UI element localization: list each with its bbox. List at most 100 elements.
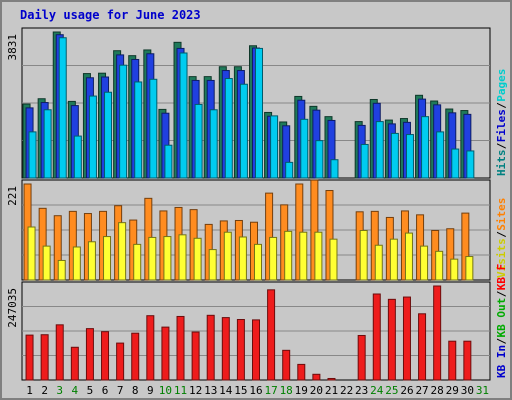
x-tick-label-day-6: 6 xyxy=(102,384,109,397)
x-tick-label-day-16: 16 xyxy=(249,384,262,397)
x-tick-label-day-13: 13 xyxy=(204,384,217,397)
bar-sites-day-15 xyxy=(238,236,247,281)
bar-sites-day-30 xyxy=(465,256,474,281)
bar-sites-day-16 xyxy=(254,243,262,281)
bar-pages-day-20 xyxy=(315,140,324,179)
bar-kb_f-day-1 xyxy=(25,334,34,381)
panel-1-ymax-label: 3831 xyxy=(6,34,19,61)
bar-kb_f-day-30 xyxy=(463,340,472,381)
panel-1-legend-separator: / xyxy=(495,102,508,109)
bar-kb_f-day-12 xyxy=(191,331,200,381)
x-tick-label-day-9: 9 xyxy=(147,384,154,397)
bar-sites-day-6 xyxy=(103,236,112,281)
bar-sites-day-26 xyxy=(404,232,413,281)
bar-kb_f-day-7 xyxy=(116,342,125,381)
x-tick-label-day-17: 17 xyxy=(264,384,277,397)
bar-pages-day-25 xyxy=(390,132,399,179)
panel-3-ymax-label: 247035 xyxy=(6,288,19,328)
bar-pages-day-14 xyxy=(224,78,233,179)
bar-kb_f-day-29 xyxy=(448,340,457,381)
bar-pages-day-24 xyxy=(375,121,384,179)
panel-1-legend-files: Files xyxy=(495,109,508,142)
x-tick-label-day-29: 29 xyxy=(446,384,459,397)
panel-3-legend-kb-f: KB F xyxy=(495,264,508,291)
bar-pages-day-8 xyxy=(134,81,143,179)
bar-kb_f-day-13 xyxy=(206,314,215,381)
bar-sites-day-21 xyxy=(329,238,338,281)
bar-pages-day-27 xyxy=(421,116,430,179)
x-tick-label-day-26: 26 xyxy=(400,384,413,397)
x-tick-label-day-19: 19 xyxy=(295,384,308,397)
bar-pages-day-10 xyxy=(164,144,173,179)
bar-sites-day-9 xyxy=(148,236,157,281)
x-tick-label-day-18: 18 xyxy=(280,384,293,397)
panel-2-legend-sites: Sites xyxy=(495,198,508,231)
x-tick-label-day-25: 25 xyxy=(385,384,398,397)
bar-kb_f-day-20 xyxy=(312,373,321,381)
bar-kb_f-day-19 xyxy=(297,363,306,381)
bar-sites-day-28 xyxy=(435,250,444,281)
bar-sites-day-19 xyxy=(299,231,308,281)
bar-kb_f-day-3 xyxy=(55,324,64,381)
x-tick-label-day-11: 11 xyxy=(174,384,187,397)
bar-kb_f-day-27 xyxy=(418,313,427,381)
bar-sites-day-2 xyxy=(42,245,51,281)
panel-2-legend-visits: Visits xyxy=(495,238,508,278)
bar-pages-day-13 xyxy=(209,109,218,179)
x-tick-label-day-7: 7 xyxy=(117,384,124,397)
x-tick-label-day-21: 21 xyxy=(325,384,338,397)
bar-kb_f-day-8 xyxy=(131,332,140,381)
panel-2-legend-separator: / xyxy=(495,231,508,238)
bar-pages-day-4 xyxy=(73,135,82,179)
bar-pages-day-17 xyxy=(270,115,279,179)
bar-sites-day-27 xyxy=(420,245,429,281)
x-tick-label-day-22: 22 xyxy=(340,384,353,397)
panel-1-legend-hits: Hits xyxy=(495,150,508,177)
bar-sites-day-25 xyxy=(389,238,398,281)
bar-kb_f-day-14 xyxy=(221,317,230,381)
bar-sites-day-20 xyxy=(314,231,323,281)
bar-pages-day-5 xyxy=(88,95,97,179)
bar-pages-day-12 xyxy=(194,103,203,179)
bar-sites-day-8 xyxy=(133,243,142,281)
bar-sites-day-1 xyxy=(27,226,36,281)
bar-sites-day-4 xyxy=(72,246,81,281)
x-tick-label-day-10: 10 xyxy=(159,384,172,397)
bar-sites-day-18 xyxy=(284,230,293,281)
panel-3-legend-separator: / xyxy=(495,290,508,297)
bar-pages-day-2 xyxy=(43,109,52,179)
x-tick-label-day-23: 23 xyxy=(355,384,368,397)
bar-kb_f-day-11 xyxy=(176,315,185,381)
bar-pages-day-26 xyxy=(405,134,414,179)
x-tick-label-day-15: 15 xyxy=(234,384,247,397)
bar-pages-day-28 xyxy=(436,131,445,179)
bar-pages-day-30 xyxy=(466,150,475,179)
bar-pages-day-6 xyxy=(104,91,113,179)
bar-kb_f-day-6 xyxy=(101,331,110,381)
bar-sites-day-11 xyxy=(178,234,187,281)
panel-3-legend-separator: / xyxy=(495,338,508,345)
bar-pages-day-11 xyxy=(179,52,188,179)
panel-1-legend-separator: / xyxy=(495,142,508,149)
x-tick-label-day-24: 24 xyxy=(370,384,384,397)
bar-sites-day-29 xyxy=(450,258,459,281)
bar-pages-day-9 xyxy=(149,78,158,179)
bar-kb_f-day-15 xyxy=(236,318,245,381)
bar-pages-day-23 xyxy=(360,143,369,179)
x-tick-label-day-31: 31 xyxy=(476,384,489,397)
x-tick-label-day-3: 3 xyxy=(56,384,63,397)
bar-kb_f-day-28 xyxy=(433,285,442,381)
bar-sites-day-10 xyxy=(163,236,172,281)
bar-kb_f-day-9 xyxy=(146,315,155,381)
bar-sites-day-24 xyxy=(374,244,383,281)
x-tick-label-day-1: 1 xyxy=(26,384,33,397)
bar-kb_f-day-24 xyxy=(372,293,381,381)
bar-sites-day-5 xyxy=(87,241,96,281)
bar-kb_f-day-5 xyxy=(85,328,94,381)
bar-sites-day-7 xyxy=(118,222,127,281)
bar-pages-day-3 xyxy=(58,37,67,179)
x-tick-label-day-8: 8 xyxy=(132,384,139,397)
bar-sites-day-3 xyxy=(57,259,66,281)
bar-pages-day-7 xyxy=(119,64,128,179)
